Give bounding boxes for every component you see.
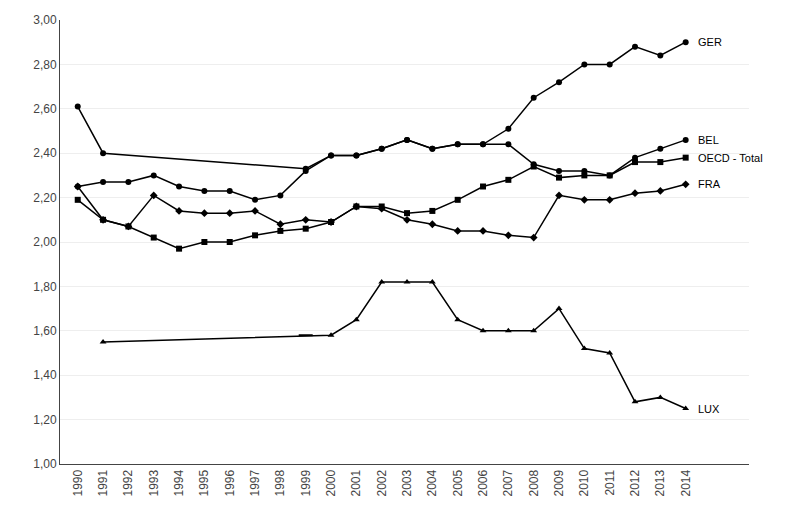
svg-text:2,00: 2,00 xyxy=(33,235,57,249)
svg-text:2003: 2003 xyxy=(400,469,414,496)
svg-text:2011: 2011 xyxy=(603,469,617,495)
svg-text:2005: 2005 xyxy=(451,469,465,496)
svg-text:2007: 2007 xyxy=(501,469,515,496)
svg-text:1996: 1996 xyxy=(223,469,237,496)
svg-text:1994: 1994 xyxy=(172,469,186,496)
svg-text:2012: 2012 xyxy=(628,469,642,496)
svg-text:2014: 2014 xyxy=(679,469,693,496)
svg-text:2004: 2004 xyxy=(425,469,439,496)
svg-text:2002: 2002 xyxy=(375,469,389,496)
svg-text:2000: 2000 xyxy=(324,469,338,496)
svg-text:1997: 1997 xyxy=(248,469,262,496)
svg-text:GER: GER xyxy=(698,36,722,48)
svg-text:1990: 1990 xyxy=(71,469,85,496)
svg-text:1,00: 1,00 xyxy=(33,457,57,471)
svg-text:1993: 1993 xyxy=(147,469,161,496)
svg-text:FRA: FRA xyxy=(698,178,721,190)
svg-text:OECD - Total: OECD - Total xyxy=(698,152,763,164)
svg-text:1995: 1995 xyxy=(197,469,211,496)
svg-text:2,40: 2,40 xyxy=(33,146,57,160)
svg-text:1,60: 1,60 xyxy=(33,324,57,338)
svg-text:1,80: 1,80 xyxy=(33,280,57,294)
svg-text:2010: 2010 xyxy=(577,469,591,496)
svg-text:2,20: 2,20 xyxy=(33,191,57,205)
svg-text:BEL: BEL xyxy=(698,134,719,146)
svg-text:2013: 2013 xyxy=(653,469,667,496)
svg-text:1998: 1998 xyxy=(273,469,287,496)
svg-text:3,00: 3,00 xyxy=(33,13,57,27)
svg-text:2,80: 2,80 xyxy=(33,58,57,72)
svg-text:1,20: 1,20 xyxy=(33,413,57,427)
svg-text:1991: 1991 xyxy=(96,469,110,496)
svg-text:2009: 2009 xyxy=(552,469,566,496)
svg-text:2008: 2008 xyxy=(527,469,541,496)
svg-text:2006: 2006 xyxy=(476,469,490,496)
svg-text:LUX: LUX xyxy=(698,403,720,415)
svg-text:2001: 2001 xyxy=(349,469,363,496)
svg-text:1,40: 1,40 xyxy=(33,368,57,382)
svg-text:1999: 1999 xyxy=(299,469,313,496)
svg-text:2,60: 2,60 xyxy=(33,102,57,116)
svg-text:1992: 1992 xyxy=(121,469,135,496)
